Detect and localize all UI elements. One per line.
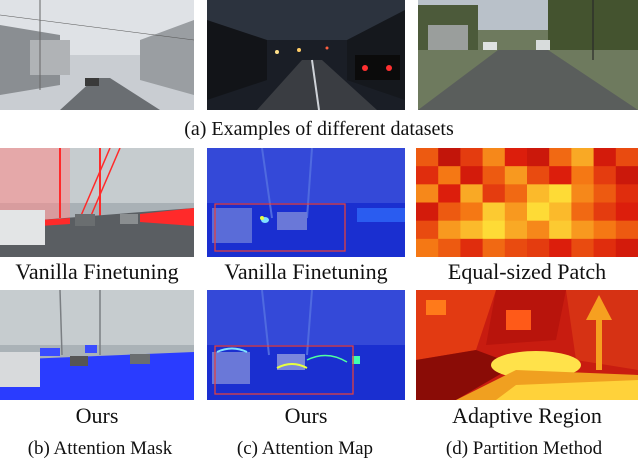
label-vanilla-finetuning-map: Vanilla Finetuning bbox=[224, 259, 388, 284]
patch-cell bbox=[416, 202, 439, 222]
patch-cell bbox=[549, 220, 572, 240]
label-vanilla-finetuning-mask: Vanilla Finetuning bbox=[15, 259, 179, 284]
patch-cell bbox=[615, 202, 638, 222]
patch-cell bbox=[438, 184, 461, 203]
patch-cell bbox=[593, 220, 617, 240]
ours-attention-map-image bbox=[207, 290, 405, 400]
patch-cell bbox=[460, 202, 484, 222]
caption-b: (b) Attention Mask bbox=[27, 438, 173, 459]
caption-d: (d) Partition Method bbox=[445, 438, 603, 459]
patch-cell bbox=[593, 166, 617, 185]
patch-cell bbox=[438, 238, 461, 257]
patch-cell bbox=[416, 238, 439, 257]
patch-cell bbox=[416, 184, 439, 203]
patch-cell bbox=[527, 184, 550, 203]
patch-cell bbox=[593, 202, 617, 222]
patch-cell bbox=[504, 148, 528, 167]
patch-cell bbox=[615, 148, 638, 167]
patch-cell bbox=[460, 148, 484, 167]
label-ours-map: Ours bbox=[284, 403, 328, 428]
patch-cell bbox=[504, 238, 528, 257]
label-ours-mask: Ours bbox=[75, 403, 119, 428]
patch-cell bbox=[571, 238, 595, 257]
dataset-urban-image bbox=[418, 0, 638, 110]
patch-cell bbox=[527, 148, 550, 167]
patch-cell bbox=[416, 148, 439, 167]
patch-cell bbox=[549, 238, 572, 257]
patch-cell bbox=[482, 184, 506, 203]
patch-cell bbox=[571, 184, 595, 203]
patch-cell bbox=[593, 184, 617, 203]
patch-cell bbox=[482, 148, 506, 167]
patch-cell bbox=[504, 184, 528, 203]
patch-cell bbox=[504, 202, 528, 222]
patch-cell bbox=[438, 148, 461, 167]
patch-cell bbox=[438, 166, 461, 185]
caption-a: (a) Examples of different datasets bbox=[184, 118, 454, 140]
patch-cell bbox=[527, 238, 550, 257]
patch-cell bbox=[438, 202, 461, 222]
vanilla-attention-mask-image bbox=[0, 148, 194, 257]
patch-cell bbox=[571, 166, 595, 185]
vanilla-attention-map-image bbox=[207, 148, 405, 257]
patch-cell bbox=[571, 202, 595, 222]
patch-cell bbox=[527, 166, 550, 185]
patch-cell bbox=[615, 220, 638, 240]
patch-cell bbox=[504, 166, 528, 185]
patch-cell bbox=[593, 148, 617, 167]
caption-c: (c) Attention Map bbox=[236, 438, 374, 459]
ours-attention-mask-image bbox=[0, 290, 194, 400]
patch-cell bbox=[615, 184, 638, 203]
patch-cell bbox=[482, 202, 506, 222]
patch-cell bbox=[482, 220, 506, 240]
patch-cell bbox=[593, 238, 617, 257]
patch-cell bbox=[571, 220, 595, 240]
equal-sized-patch-grid bbox=[416, 148, 638, 257]
patch-cell bbox=[416, 166, 439, 185]
patch-cell bbox=[460, 184, 484, 203]
adaptive-region-partition bbox=[416, 290, 638, 400]
patch-cell bbox=[527, 202, 550, 222]
dataset-snow-image bbox=[0, 0, 194, 110]
patch-cell bbox=[549, 184, 572, 203]
patch-cell bbox=[460, 166, 484, 185]
patch-cell bbox=[549, 166, 572, 185]
patch-cell bbox=[527, 220, 550, 240]
patch-cell bbox=[615, 238, 638, 257]
patch-cell bbox=[438, 220, 461, 240]
patch-cell bbox=[482, 166, 506, 185]
patch-cell bbox=[615, 166, 638, 185]
label-adaptive-region: Adaptive Region bbox=[452, 403, 602, 428]
patch-cell bbox=[460, 238, 484, 257]
patch-cell bbox=[549, 202, 572, 222]
patch-cell bbox=[460, 220, 484, 240]
patch-cell bbox=[571, 148, 595, 167]
patch-cell bbox=[482, 238, 506, 257]
patch-cell bbox=[416, 220, 439, 240]
label-equal-sized-patch: Equal-sized Patch bbox=[447, 259, 607, 284]
patch-cell bbox=[549, 148, 572, 167]
patch-cell bbox=[504, 220, 528, 240]
dataset-night-image bbox=[207, 0, 405, 110]
